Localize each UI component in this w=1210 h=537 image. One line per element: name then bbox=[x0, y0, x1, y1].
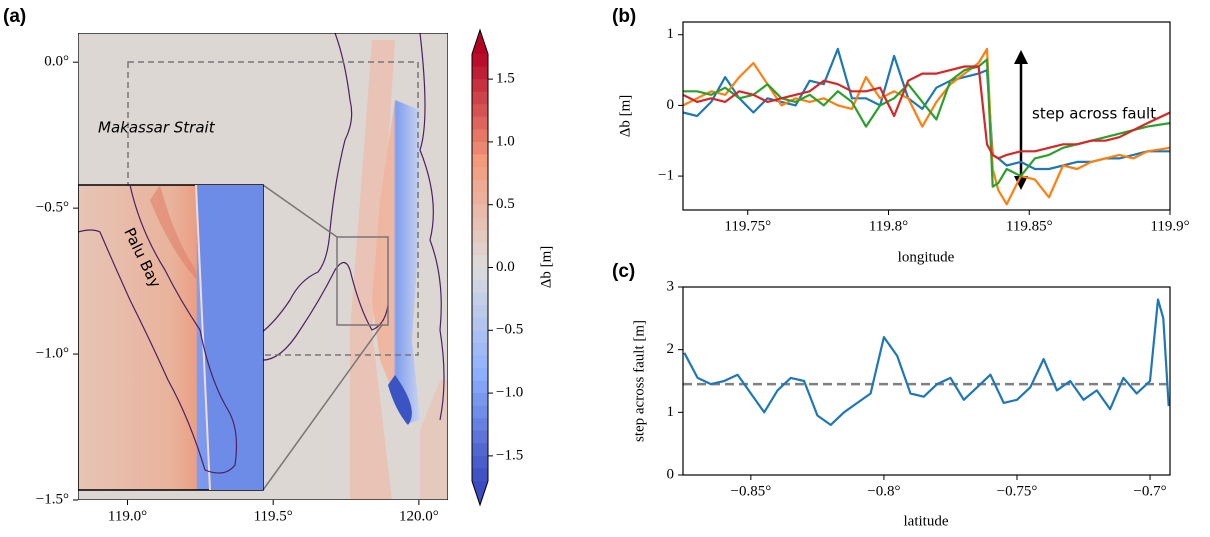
colorbar-label: Δb [m] bbox=[538, 246, 554, 289]
series-line bbox=[683, 58, 1170, 188]
colorbar-step bbox=[472, 355, 488, 369]
y-tick-label: 1 bbox=[667, 26, 675, 42]
colorbar-step bbox=[472, 468, 488, 482]
region-label: Makassar Strait bbox=[98, 119, 216, 137]
plot-frame bbox=[682, 21, 1171, 211]
colorbar-step bbox=[472, 129, 488, 143]
colorbar-step bbox=[472, 116, 488, 130]
colorbar-step bbox=[472, 242, 488, 256]
colorbar-arrow bbox=[472, 30, 488, 54]
y-tick-label: 0.0° bbox=[44, 54, 69, 70]
series-line bbox=[683, 65, 1170, 160]
x-tick-label: −0.7° bbox=[1133, 483, 1166, 499]
map-fault-band bbox=[372, 100, 420, 424]
colorbar-step bbox=[472, 66, 488, 80]
colorbar-step bbox=[472, 254, 488, 268]
colorbar-step bbox=[472, 167, 488, 181]
colorbar-step bbox=[472, 91, 488, 105]
zoom-box bbox=[336, 236, 389, 326]
colorbar-step bbox=[472, 380, 488, 394]
colorbar-step bbox=[472, 430, 488, 444]
colorbar-step bbox=[472, 405, 488, 419]
colorbar-step bbox=[472, 229, 488, 243]
colorbar-arrow bbox=[472, 481, 488, 505]
colorbar-step bbox=[472, 367, 488, 382]
series-line bbox=[683, 47, 1170, 206]
x-tick-label: −0.75° bbox=[997, 483, 1038, 499]
colorbar-tick-label: 1.5 bbox=[496, 71, 515, 87]
annotation-arrowheads bbox=[1014, 50, 1028, 190]
x-tick-label: −0.8° bbox=[867, 483, 900, 499]
x-axis-label: longitude bbox=[898, 249, 955, 265]
plot-frame bbox=[682, 286, 1171, 476]
study-area-box bbox=[127, 61, 419, 356]
colorbar-step bbox=[472, 418, 488, 432]
x-tick-label: 119.8° bbox=[869, 218, 908, 234]
colorbar-step bbox=[472, 179, 488, 193]
colorbar-step bbox=[472, 305, 488, 319]
coastline bbox=[419, 33, 445, 421]
map-image bbox=[78, 33, 448, 500]
y-tick-label: 2 bbox=[667, 341, 675, 357]
series-line bbox=[683, 298, 1170, 426]
x-tick-label: 119.5° bbox=[254, 508, 293, 524]
y-tick-label: −1.5° bbox=[36, 491, 69, 507]
colorbar-step bbox=[472, 330, 488, 344]
colorbar-step bbox=[472, 393, 488, 407]
colorbar-tick-label: 0.5 bbox=[496, 196, 515, 212]
colorbar-step bbox=[472, 154, 488, 168]
colorbar-frame bbox=[471, 28, 489, 507]
x-tick-label: 119.85° bbox=[1006, 218, 1053, 234]
colorbar-step bbox=[472, 292, 488, 306]
colorbar-tick-label: −0.5 bbox=[496, 322, 523, 338]
y-tick-label: 3 bbox=[667, 278, 675, 294]
colorbar-step bbox=[472, 79, 488, 93]
colorbar-step bbox=[472, 104, 488, 118]
inset-coastline bbox=[78, 184, 238, 474]
colorbar-step bbox=[472, 267, 488, 281]
colorbar-step bbox=[472, 280, 488, 294]
inset-fault-edge bbox=[195, 184, 211, 491]
colorbar-step bbox=[472, 54, 488, 68]
colorbar-tick-label: 1.0 bbox=[496, 133, 515, 149]
colorbar-step bbox=[472, 217, 488, 231]
colorbar-tick-label: −1.5 bbox=[496, 447, 523, 463]
colorbar-tick-label: −1.0 bbox=[496, 385, 523, 401]
annotation: step across fault bbox=[1032, 105, 1156, 123]
y-tick-label: −1.0° bbox=[36, 346, 69, 362]
x-tick-label: 119.0° bbox=[108, 508, 147, 524]
x-tick-label: 120.0° bbox=[399, 508, 439, 524]
y-tick-label: 1 bbox=[667, 404, 675, 420]
x-tick-label: −0.85° bbox=[731, 483, 772, 499]
y-tick-label: −0.5° bbox=[36, 200, 69, 216]
colorbar-step bbox=[472, 455, 488, 469]
colorbar-step bbox=[472, 443, 488, 457]
colorbar-step bbox=[472, 141, 488, 155]
colorbar-step bbox=[472, 342, 488, 356]
zoom-connector bbox=[262, 184, 338, 238]
y-tick-label: −1 bbox=[658, 168, 674, 184]
map-warm-patch bbox=[420, 380, 448, 500]
colorbar-step bbox=[472, 204, 488, 218]
colorbar-tick-label: 0.0 bbox=[496, 259, 515, 275]
zoom-connector bbox=[262, 324, 383, 491]
y-tick-label: 0 bbox=[667, 466, 675, 482]
panel-label: (b) bbox=[612, 6, 636, 27]
x-tick-label: 119.75° bbox=[724, 218, 771, 234]
colorbar-step bbox=[472, 192, 488, 206]
inset-red-strip bbox=[150, 185, 197, 280]
inset-fault-band bbox=[196, 185, 263, 490]
panel-label: (a) bbox=[3, 6, 26, 27]
series-line bbox=[683, 47, 1170, 171]
y-tick-label: 0 bbox=[667, 97, 675, 113]
y-axis-label: Δb [m] bbox=[617, 95, 633, 138]
map-deep-blue bbox=[388, 375, 412, 425]
colorbar-step bbox=[472, 317, 488, 331]
x-axis-label: latitude bbox=[904, 513, 949, 529]
panel-label: (c) bbox=[612, 261, 635, 282]
y-axis-label: step across fault [m] bbox=[631, 320, 647, 442]
x-tick-label: 119.9° bbox=[1150, 218, 1189, 234]
map-warm-band bbox=[350, 40, 395, 500]
